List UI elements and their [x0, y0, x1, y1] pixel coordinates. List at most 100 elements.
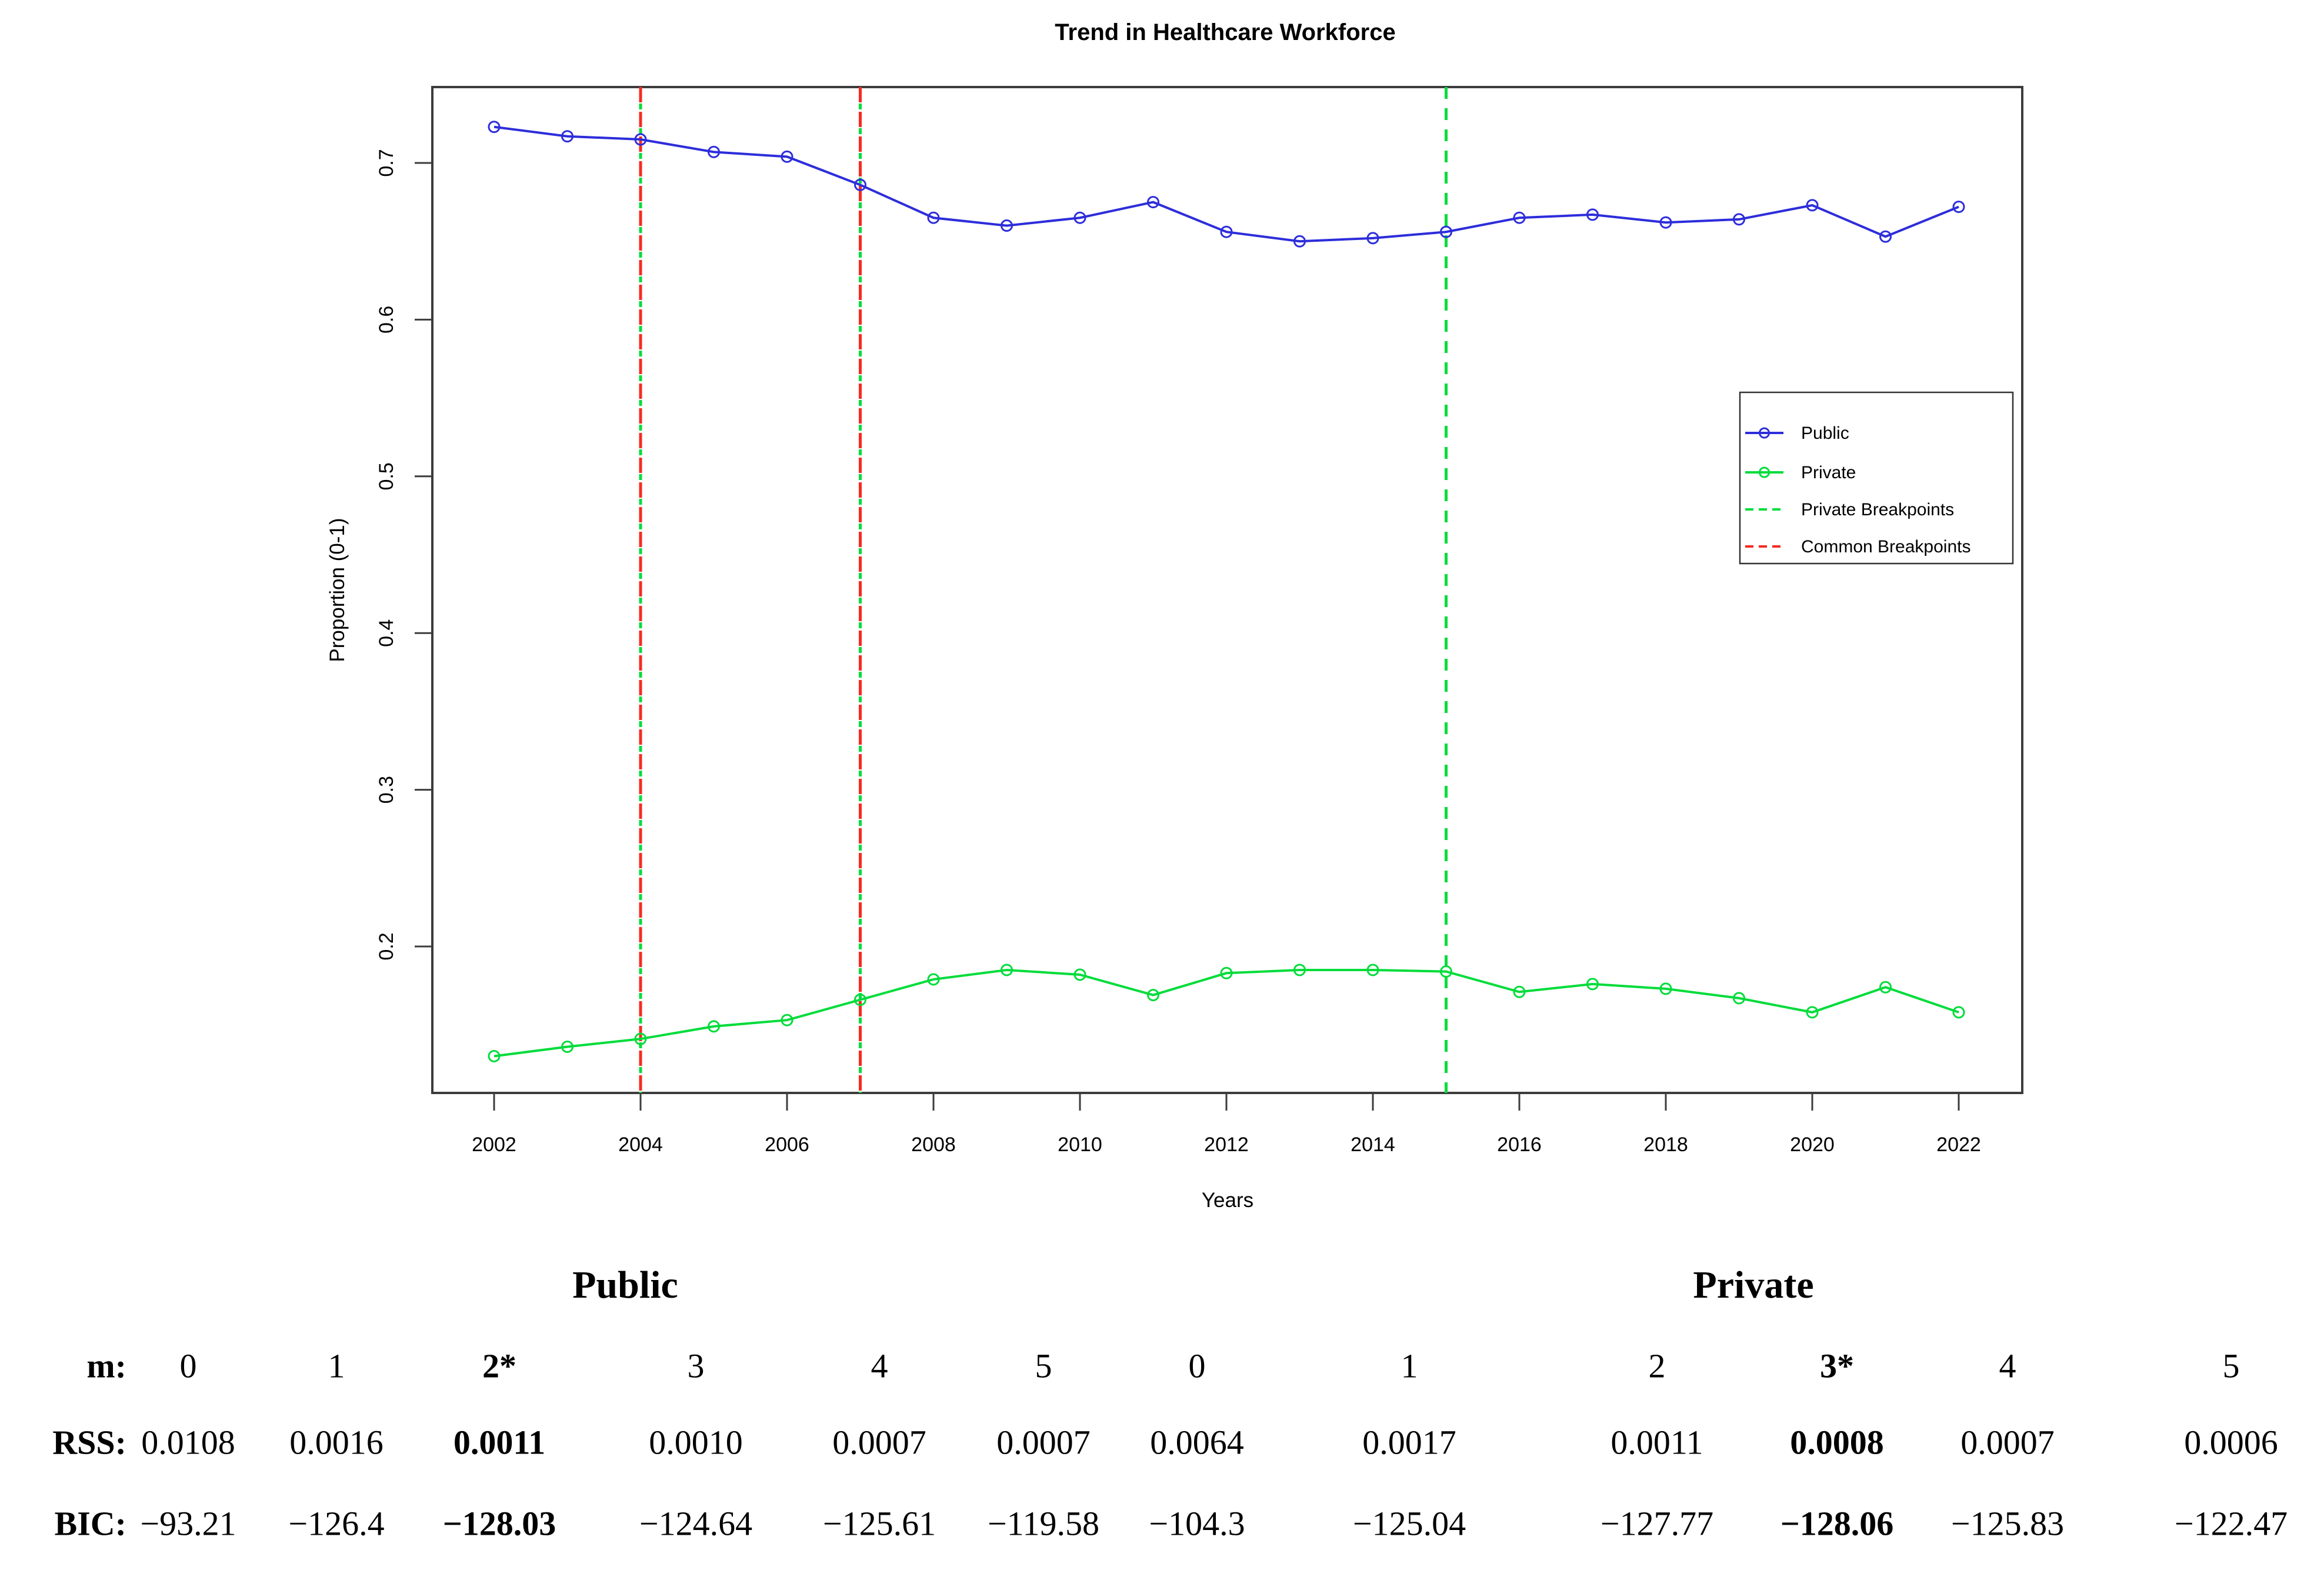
y-tick-label: 0.6: [375, 306, 398, 334]
x-tick-label: 2008: [911, 1134, 956, 1156]
bic-value: −119.58: [987, 1504, 1100, 1543]
private-point-2003: [561, 1040, 574, 1053]
public-point-2015: [1440, 225, 1452, 238]
bic-value: −128.03: [442, 1504, 556, 1543]
bic-value: −125.04: [1352, 1504, 1466, 1543]
m-value: 0: [179, 1346, 197, 1385]
x-tick-label: 2002: [472, 1134, 516, 1156]
public-point-2020: [1806, 199, 1819, 212]
private-point-2005: [708, 1020, 720, 1033]
y-tick-label: 0.4: [375, 619, 398, 647]
m-value: 2*: [482, 1346, 516, 1385]
private-point-2021: [1879, 981, 1892, 994]
private-point-2004: [634, 1032, 647, 1045]
x-tick-label: 2022: [1936, 1134, 1981, 1156]
legend-label: Common Breakpoints: [1801, 537, 1970, 556]
row-label-bic: BIC:: [54, 1504, 126, 1543]
public-point-2005: [708, 145, 720, 158]
rss-value: 0.0006: [2184, 1423, 2278, 1462]
bic-value: −125.83: [1950, 1504, 2065, 1543]
rss-value: 0.0007: [996, 1423, 1091, 1462]
m-value: 5: [2222, 1346, 2240, 1385]
row-label-m: m:: [86, 1346, 126, 1385]
rss-value: 0.0010: [649, 1423, 743, 1462]
public-point-2013: [1293, 235, 1306, 248]
private-point-2011: [1147, 989, 1159, 1002]
m-value: 1: [1401, 1346, 1418, 1385]
private-point-2007: [854, 994, 866, 1006]
bic-value: −124.64: [639, 1504, 753, 1543]
private-point-2002: [488, 1049, 501, 1062]
private-point-2022: [1952, 1006, 1965, 1019]
private-series-line: [494, 968, 1959, 1058]
legend-label: Public: [1801, 424, 1849, 443]
public-point-2007: [854, 178, 866, 191]
bic-value: −127.77: [1600, 1504, 1714, 1543]
bic-value: −104.3: [1149, 1504, 1245, 1543]
private-point-2010: [1073, 968, 1086, 981]
public-point-2012: [1220, 225, 1233, 238]
private-point-2008: [927, 973, 940, 986]
x-tick-label: 2012: [1204, 1134, 1249, 1156]
m-value: 3*: [1820, 1346, 1854, 1385]
private-point-2018: [1659, 982, 1672, 995]
m-value: 1: [328, 1346, 345, 1385]
m-value: 2: [1648, 1346, 1666, 1385]
rss-value: 0.0007: [832, 1423, 926, 1462]
public-point-2014: [1366, 232, 1379, 245]
legend-box: [1739, 391, 2014, 565]
legend-label: Private: [1801, 463, 1856, 482]
private-point-2016: [1513, 985, 1526, 998]
table-header-public: Public: [572, 1264, 678, 1306]
y-tick-label: 0.2: [375, 932, 398, 960]
public-point-2017: [1586, 208, 1599, 221]
chart-title: Trend in Healthcare Workforce: [1055, 19, 1395, 45]
private-point-2014: [1366, 964, 1379, 976]
private-point-2009: [1001, 964, 1013, 976]
bic-value: −93.21: [140, 1504, 236, 1543]
m-value: 4: [871, 1346, 888, 1385]
private-point-2013: [1293, 964, 1306, 976]
public-point-2011: [1147, 196, 1159, 209]
x-tick-label: 2020: [1790, 1134, 1835, 1156]
y-tick-label: 0.5: [375, 462, 398, 490]
m-value: 3: [687, 1346, 705, 1385]
rss-value: 0.0017: [1362, 1423, 1456, 1462]
legend-marker-sample: [1759, 427, 1770, 439]
public-point-2009: [1001, 219, 1013, 232]
private-point-2012: [1220, 966, 1233, 979]
private-point-2015: [1440, 965, 1452, 978]
public-point-2002: [488, 121, 501, 134]
row-label-rss: RSS:: [52, 1423, 126, 1462]
rss-value: 0.0007: [1960, 1423, 2055, 1462]
rss-value: 0.0011: [453, 1423, 546, 1462]
private-point-2006: [781, 1014, 793, 1026]
bic-value: −122.47: [2174, 1504, 2288, 1543]
public-point-2010: [1073, 211, 1086, 224]
bic-value: −126.4: [288, 1504, 385, 1543]
private-point-2017: [1586, 978, 1599, 991]
x-axis-title: Years: [1202, 1189, 1253, 1212]
private-point-2020: [1806, 1006, 1819, 1019]
public-point-2016: [1513, 211, 1526, 224]
public-point-2006: [781, 150, 793, 163]
public-point-2004: [634, 133, 647, 146]
m-value: 0: [1188, 1346, 1206, 1385]
rss-value: 0.0008: [1790, 1423, 1884, 1462]
public-point-2003: [561, 130, 574, 143]
rss-value: 0.0016: [289, 1423, 384, 1462]
rss-value: 0.0011: [1611, 1423, 1703, 1462]
x-tick-label: 2018: [1643, 1134, 1688, 1156]
m-value: 5: [1035, 1346, 1052, 1385]
bic-value: −125.61: [822, 1504, 936, 1543]
x-tick-label: 2004: [618, 1134, 663, 1156]
public-point-2021: [1879, 230, 1892, 243]
legend-label: Private Breakpoints: [1801, 500, 1954, 519]
public-point-2018: [1659, 216, 1672, 229]
public-point-2019: [1733, 213, 1745, 226]
y-tick-label: 0.7: [375, 149, 398, 176]
x-tick-label: 2010: [1058, 1134, 1102, 1156]
y-axis-title: Proportion (0-1): [326, 518, 349, 662]
